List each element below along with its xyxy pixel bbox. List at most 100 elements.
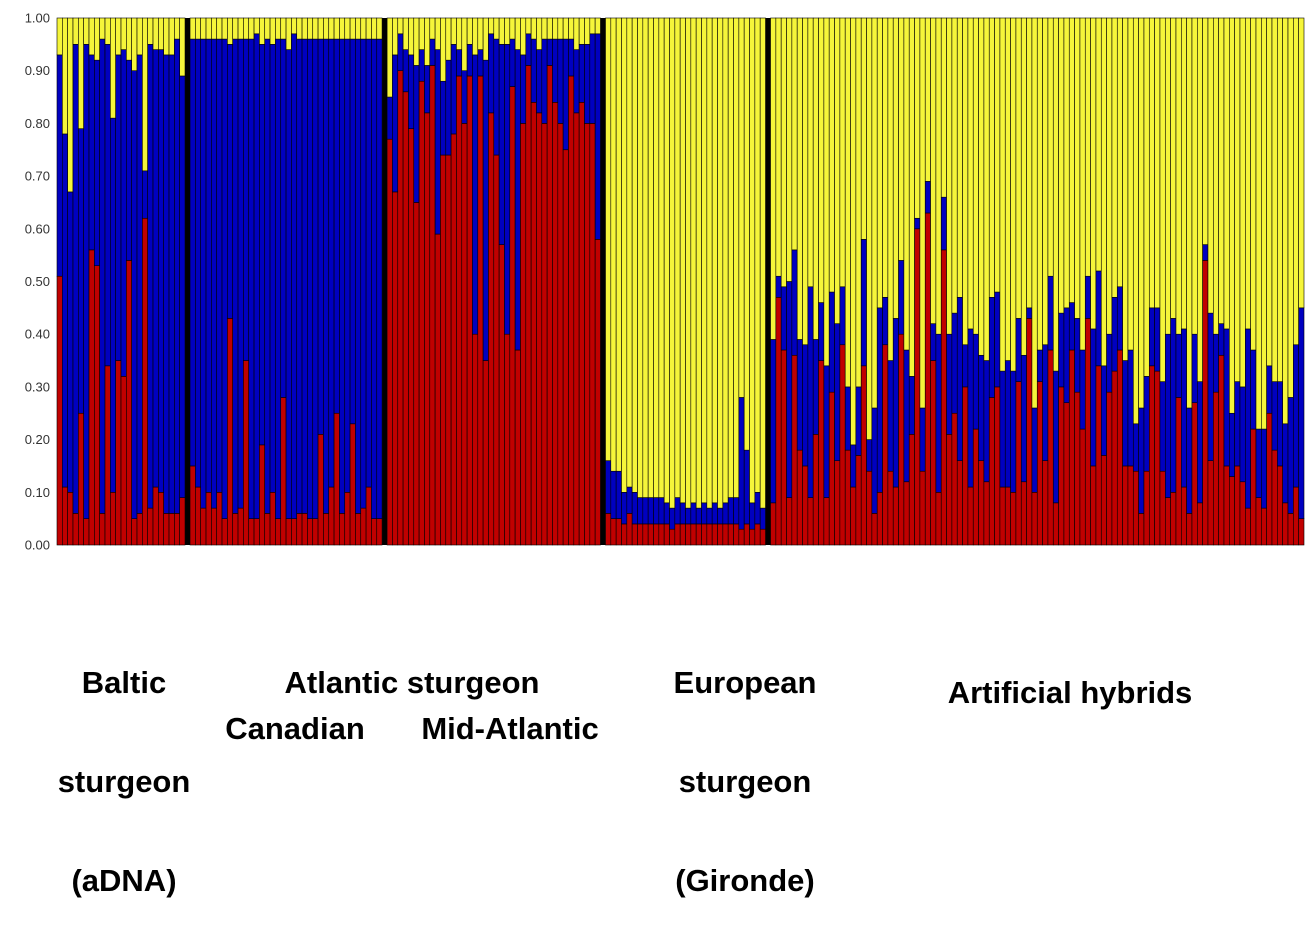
bar-segment-series-3	[1293, 17, 1299, 346]
bar-segment-series-3	[227, 17, 234, 45]
bar-segment-series-3	[232, 17, 239, 40]
bar-segment-series-2	[62, 133, 68, 488]
bar-segment-series-3	[355, 17, 362, 40]
bar-segment-series-1	[466, 75, 473, 546]
bar-segment-series-1	[1084, 318, 1091, 546]
bar-segment-series-1	[1207, 460, 1214, 546]
bar-segment-series-2	[770, 339, 777, 504]
bar-segment-series-2	[914, 217, 921, 230]
bar-segment-series-1	[211, 507, 217, 546]
bar-segment-series-3	[844, 17, 851, 388]
bar-segment-series-1	[355, 513, 362, 546]
bar-segment-series-3	[605, 17, 612, 461]
bar-segment-series-2	[994, 291, 1001, 388]
bar-segment-series-1	[1020, 481, 1027, 546]
bar-segment-series-3	[120, 17, 127, 50]
bar-segment-series-2	[1148, 307, 1155, 367]
bar-segment-series-3	[174, 17, 180, 40]
bar-segment-series-2	[908, 376, 915, 435]
bar-segment-series-2	[504, 44, 511, 335]
bar-segment-series-3	[88, 17, 95, 56]
bar-segment-series-1	[110, 491, 116, 546]
bar-segment-series-2	[418, 49, 425, 82]
bar-segment-series-2	[887, 360, 894, 472]
bar-segment-series-1	[1181, 486, 1187, 546]
bar-segment-series-2	[754, 491, 761, 525]
bar-segment-series-1	[1042, 460, 1049, 546]
bar-segment-series-1	[504, 333, 511, 546]
bar-segment-series-1	[562, 149, 569, 546]
bar-segment-series-2	[126, 59, 132, 261]
bar-segment-series-1	[142, 217, 148, 546]
bar-segment-series-3	[578, 17, 585, 45]
bar-segment-series-2	[919, 407, 926, 472]
bar-segment-series-1	[88, 249, 95, 546]
bar-segment-series-1	[621, 523, 628, 546]
bar-segment-series-1	[711, 523, 718, 546]
bar-segment-series-2	[333, 38, 340, 414]
bar-segment-series-1	[200, 507, 207, 546]
bar-segment-series-1	[78, 412, 84, 546]
bar-segment-series-3	[498, 17, 505, 45]
bar-segment-series-3	[876, 17, 883, 309]
bar-segment-series-2	[584, 44, 591, 124]
bar-segment-series-1	[520, 123, 527, 546]
bar-segment-series-1	[243, 360, 250, 546]
bar-segment-series-2	[557, 38, 564, 124]
bar-segment-series-2	[509, 38, 516, 87]
bar-segment-series-2	[296, 38, 303, 514]
bar-segment-series-2	[450, 44, 457, 135]
bar-segment-series-1	[584, 123, 591, 546]
bar-segment-series-3	[796, 17, 803, 340]
bar-segment-series-2	[1138, 407, 1145, 514]
bar-segment-series-2	[839, 286, 846, 346]
bar-segment-series-3	[812, 17, 819, 340]
bar-segment-series-2	[152, 49, 159, 488]
bar-segment-series-3	[935, 17, 942, 335]
bar-segment-series-2	[834, 323, 841, 461]
bar-segment-series-2	[237, 38, 244, 509]
bar-segment-series-3	[562, 17, 569, 40]
bar-segment-series-2	[285, 49, 292, 519]
bar-segment-series-3	[557, 17, 564, 40]
bar-segment-series-1	[248, 518, 255, 546]
bar-segment-series-1	[62, 486, 68, 546]
y-tick-label: 0.90	[25, 63, 50, 78]
bar-segment-series-2	[110, 117, 116, 493]
bar-segment-series-1	[126, 260, 132, 546]
bar-segment-series-1	[56, 275, 63, 546]
bar-segment-series-2	[642, 497, 649, 525]
bar-segment-series-1	[589, 123, 596, 546]
bar-segment-series-3	[621, 17, 628, 493]
bar-segment-series-2	[860, 239, 867, 367]
bar-segment-series-1	[1026, 318, 1033, 546]
bar-segment-series-1	[392, 191, 399, 546]
bar-segment-series-1	[1095, 365, 1102, 546]
bar-segment-series-3	[1100, 17, 1107, 367]
bar-segment-series-1	[1138, 513, 1145, 546]
bar-segment-series-3	[67, 17, 74, 193]
bar-segment-series-1	[259, 444, 266, 546]
bar-segment-series-3	[674, 17, 681, 498]
bar-segment-series-3	[482, 17, 489, 61]
bar-segment-series-3	[1218, 17, 1225, 324]
bar-segment-series-3	[1223, 17, 1230, 330]
bar-segment-series-3	[1159, 17, 1166, 382]
bar-segment-series-3	[1026, 17, 1033, 309]
bar-segment-series-2	[275, 38, 282, 519]
bar-segment-series-3	[530, 17, 537, 40]
bar-segment-series-1	[1197, 502, 1203, 546]
bar-segment-series-2	[339, 38, 346, 514]
bar-segment-series-2	[1245, 328, 1251, 509]
bar-segment-series-2	[1271, 381, 1278, 451]
bar-segment-series-1	[663, 523, 670, 546]
bar-segment-series-3	[717, 17, 724, 509]
bar-segment-series-3	[706, 17, 713, 509]
bar-segment-series-1	[264, 513, 271, 546]
bar-segment-series-2	[1127, 349, 1134, 467]
bar-segment-series-1	[780, 349, 787, 546]
bar-segment-series-2	[717, 507, 724, 525]
bar-segment-series-2	[1287, 397, 1294, 514]
bar-segment-series-2	[472, 54, 479, 335]
bar-segment-series-3	[1197, 17, 1203, 382]
